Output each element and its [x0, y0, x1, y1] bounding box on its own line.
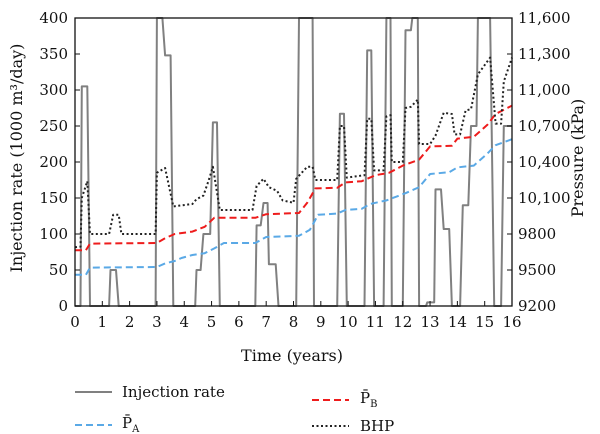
y-axis-left-title: Injection rate (1000 m³/day)	[7, 44, 26, 273]
y-left-tick-label: 350	[39, 45, 68, 63]
y-left-tick-label: 200	[39, 153, 68, 171]
x-tick-label: 0	[70, 313, 80, 331]
y-right-tick-label: 11,000	[518, 81, 571, 99]
y-left-tick-label: 300	[39, 81, 68, 99]
y-right-tick-label: 10,400	[518, 153, 571, 171]
x-tick-label: 14	[448, 313, 467, 331]
y-left-tick-label: 100	[39, 225, 68, 243]
y-right-tick-label: 10,700	[518, 117, 571, 135]
x-tick-label: 8	[289, 313, 299, 331]
y-right-tick-label: 9500	[518, 261, 556, 279]
legend-label-injection: Injection rate	[122, 383, 225, 401]
x-axis-title: Time (years)	[241, 346, 343, 365]
x-tick-label: 9	[316, 313, 326, 331]
y-left-tick-label: 150	[39, 189, 68, 207]
x-axis: 0 1 2 3 4 5 6 7 8 9 10 11 12 13 14 15 16	[70, 301, 522, 331]
series-pa	[75, 138, 513, 276]
x-tick-label: 12	[393, 313, 412, 331]
x-tick-label: 5	[207, 313, 217, 331]
legend-label-bhp: BHP	[360, 417, 394, 434]
x-tick-label: 11	[366, 313, 385, 331]
plot-lines	[74, 17, 513, 307]
x-tick-label: 2	[125, 313, 135, 331]
x-tick-label: 3	[152, 313, 162, 331]
y-axis-left: 0 50 100 150 200 250 300 350 400	[39, 9, 80, 315]
x-tick-label: 16	[502, 313, 521, 331]
y-right-tick-label: 9200	[518, 297, 556, 315]
series-injection-rate	[75, 17, 512, 307]
plot-frame	[74, 17, 513, 307]
y-right-tick-label: 9800	[518, 225, 556, 243]
y-left-tick-label: 250	[39, 117, 68, 135]
x-tick-label: 4	[179, 313, 189, 331]
y-left-tick-label: 50	[49, 261, 68, 279]
x-tick-label: 1	[98, 313, 108, 331]
x-tick-label: 10	[339, 313, 358, 331]
y-right-tick-label: 11,300	[518, 45, 571, 63]
y-left-tick-label: 400	[39, 9, 68, 27]
legend-label-pa: P̄A	[122, 414, 140, 434]
x-tick-label: 6	[234, 313, 244, 331]
y-left-tick-label: 0	[58, 297, 68, 315]
legend-label-pb: P̄B	[360, 389, 377, 410]
y-right-tick-label: 10,100	[518, 189, 571, 207]
x-tick-label: 13	[421, 313, 440, 331]
x-tick-label: 7	[261, 313, 271, 331]
y-right-tick-label: 11,600	[518, 9, 571, 27]
y-axis-right-title: Pressure (kPa)	[568, 99, 587, 218]
y-axis-right: 9200 9500 9800 10,100 10,400 10,700 11,000 11,3…	[507, 9, 571, 315]
series-bhp	[74, 56, 513, 249]
legend: Injection rate P̄A P̄B BHP	[75, 383, 394, 434]
series-pb	[75, 104, 513, 252]
x-tick-label: 15	[475, 313, 494, 331]
